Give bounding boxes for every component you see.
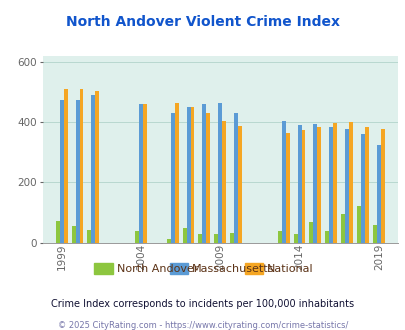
Text: North Andover: North Andover xyxy=(117,264,198,274)
Bar xyxy=(324,231,328,243)
Bar xyxy=(344,129,348,243)
Bar xyxy=(297,125,301,243)
Bar xyxy=(135,231,139,243)
Bar xyxy=(166,239,170,243)
Bar xyxy=(139,104,143,243)
Bar xyxy=(206,113,210,243)
Bar xyxy=(190,107,194,243)
Bar xyxy=(309,222,313,243)
Bar xyxy=(186,107,190,243)
Text: Crime Index corresponds to incidents per 100,000 inhabitants: Crime Index corresponds to incidents per… xyxy=(51,299,354,309)
Bar xyxy=(301,130,305,243)
Bar xyxy=(313,124,317,243)
Bar xyxy=(340,214,344,243)
Bar xyxy=(380,129,384,243)
Bar xyxy=(372,224,376,243)
Text: © 2025 CityRating.com - https://www.cityrating.com/crime-statistics/: © 2025 CityRating.com - https://www.city… xyxy=(58,321,347,330)
Bar xyxy=(79,89,83,243)
Bar xyxy=(281,121,285,243)
Bar xyxy=(234,113,237,243)
Bar xyxy=(95,91,99,243)
Bar xyxy=(60,100,64,243)
Bar xyxy=(293,234,297,243)
Bar xyxy=(214,234,218,243)
Bar xyxy=(360,134,364,243)
Bar xyxy=(91,95,95,243)
Bar xyxy=(364,127,368,243)
Bar xyxy=(64,89,68,243)
Bar xyxy=(75,100,79,243)
Bar xyxy=(174,103,178,243)
Bar xyxy=(317,127,321,243)
Text: North Andover Violent Crime Index: North Andover Violent Crime Index xyxy=(66,15,339,29)
Bar xyxy=(170,113,174,243)
Bar xyxy=(87,230,91,243)
Text: National: National xyxy=(266,264,313,274)
Bar xyxy=(218,103,222,243)
Bar xyxy=(202,104,206,243)
Bar xyxy=(55,221,60,243)
Bar xyxy=(356,207,360,243)
Bar xyxy=(237,126,241,243)
Bar xyxy=(376,145,380,243)
Bar xyxy=(143,104,147,243)
Bar xyxy=(71,226,75,243)
Bar xyxy=(230,233,234,243)
Bar xyxy=(277,231,281,243)
Bar xyxy=(182,227,186,243)
Bar xyxy=(285,133,289,243)
Text: Massachusetts: Massachusetts xyxy=(192,264,273,274)
Bar xyxy=(222,121,226,243)
Bar xyxy=(333,123,337,243)
Bar xyxy=(348,122,352,243)
Bar xyxy=(198,234,202,243)
Bar xyxy=(328,127,333,243)
